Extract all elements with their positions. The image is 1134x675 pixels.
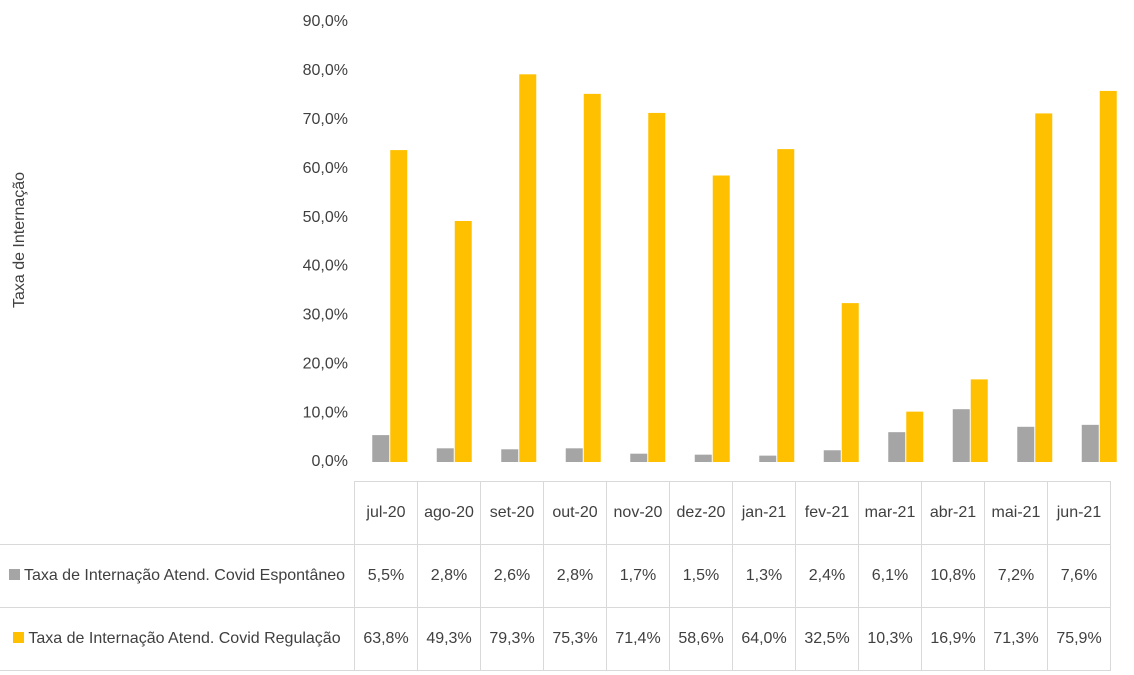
y-tick-label: 0,0% (312, 453, 348, 470)
y-tick-label: 70,0% (303, 111, 348, 128)
legend-entry: Taxa de Internação Atend. Covid Regulaçã… (0, 607, 355, 671)
bar (1081, 424, 1099, 462)
y-tick-label: 90,0% (303, 13, 348, 30)
category-label: nov-20 (606, 481, 670, 545)
chart: Taxa de Internação 0,0% 10,0% 20,0% 30,0% 40… (11, 13, 1117, 470)
value-label: 64,0% (732, 607, 796, 671)
bar (712, 175, 730, 462)
value-label: 2,8% (417, 544, 481, 608)
category-label: jul-20 (354, 481, 418, 545)
value-label: 7,6% (1047, 544, 1111, 608)
y-tick-label: 60,0% (303, 160, 348, 177)
category-label: out-20 (543, 481, 607, 545)
value-label: 71,4% (606, 607, 670, 671)
value-label: 32,5% (795, 607, 859, 671)
value-label: 2,8% (543, 544, 607, 608)
bar (1035, 113, 1053, 462)
bar (519, 74, 537, 463)
category-label: jun-21 (1047, 481, 1111, 545)
bar (759, 455, 777, 462)
bar (841, 303, 859, 462)
category-label: ago-20 (417, 481, 481, 545)
bar (648, 112, 666, 462)
value-label: 6,1% (858, 544, 922, 608)
y-tick-label: 40,0% (303, 258, 348, 275)
bar (694, 454, 712, 462)
y-tick-label: 20,0% (303, 355, 348, 372)
bar (436, 448, 454, 462)
category-label: dez-20 (669, 481, 733, 545)
bar (906, 411, 924, 462)
value-label: 2,4% (795, 544, 859, 608)
data-table: jul-20 ago-20 set-20 out-20 nov-20 dez-20 jan-… (0, 481, 1111, 671)
y-tick-label: 50,0% (303, 209, 348, 226)
value-label: 1,5% (669, 544, 733, 608)
legend-swatch (8, 569, 20, 580)
value-label: 71,3% (984, 607, 1048, 671)
value-label: 10,8% (921, 544, 985, 608)
bar (583, 93, 601, 462)
legend-swatch (13, 632, 25, 643)
bar (952, 409, 970, 462)
category-label: fev-21 (795, 481, 859, 545)
bar (454, 220, 472, 462)
y-axis-title: Taxa de Internação (11, 172, 28, 308)
value-label: 7,2% (984, 544, 1048, 608)
value-label: 75,9% (1047, 607, 1111, 671)
bar (372, 435, 390, 462)
category-label: mai-21 (984, 481, 1048, 545)
bar (565, 448, 583, 462)
value-label: 63,8% (354, 607, 418, 671)
value-label: 79,3% (480, 607, 544, 671)
bar (390, 150, 408, 463)
bar (501, 449, 519, 462)
legend-label: Taxa de Internação Atend. Covid Espontân… (23, 567, 346, 584)
value-label: 1,7% (606, 544, 670, 608)
y-tick-label: 10,0% (303, 404, 348, 421)
category-label: jan-21 (732, 481, 796, 545)
value-label: 75,3% (543, 607, 607, 671)
category-label: mar-21 (858, 481, 922, 545)
table-corner (0, 481, 355, 545)
bar (630, 453, 648, 462)
value-label: 49,3% (417, 607, 481, 671)
category-label: abr-21 (921, 481, 985, 545)
bar (777, 149, 795, 462)
y-tick-label: 80,0% (303, 62, 348, 79)
bar (1099, 90, 1117, 462)
value-label: 2,6% (480, 544, 544, 608)
bar (1017, 426, 1035, 462)
legend-entry: Taxa de Internação Atend. Covid Espontân… (0, 544, 355, 608)
value-label: 10,3% (858, 607, 922, 671)
bar (970, 379, 988, 462)
bar (888, 432, 906, 462)
value-label: 16,9% (921, 607, 985, 671)
y-tick-label: 30,0% (303, 307, 348, 324)
bar (823, 450, 841, 462)
legend-label: Taxa de Internação Atend. Covid Regulaçã… (28, 630, 341, 647)
value-label: 1,3% (732, 544, 796, 608)
category-label: set-20 (480, 481, 544, 545)
value-label: 58,6% (669, 607, 733, 671)
value-label: 5,5% (354, 544, 418, 608)
